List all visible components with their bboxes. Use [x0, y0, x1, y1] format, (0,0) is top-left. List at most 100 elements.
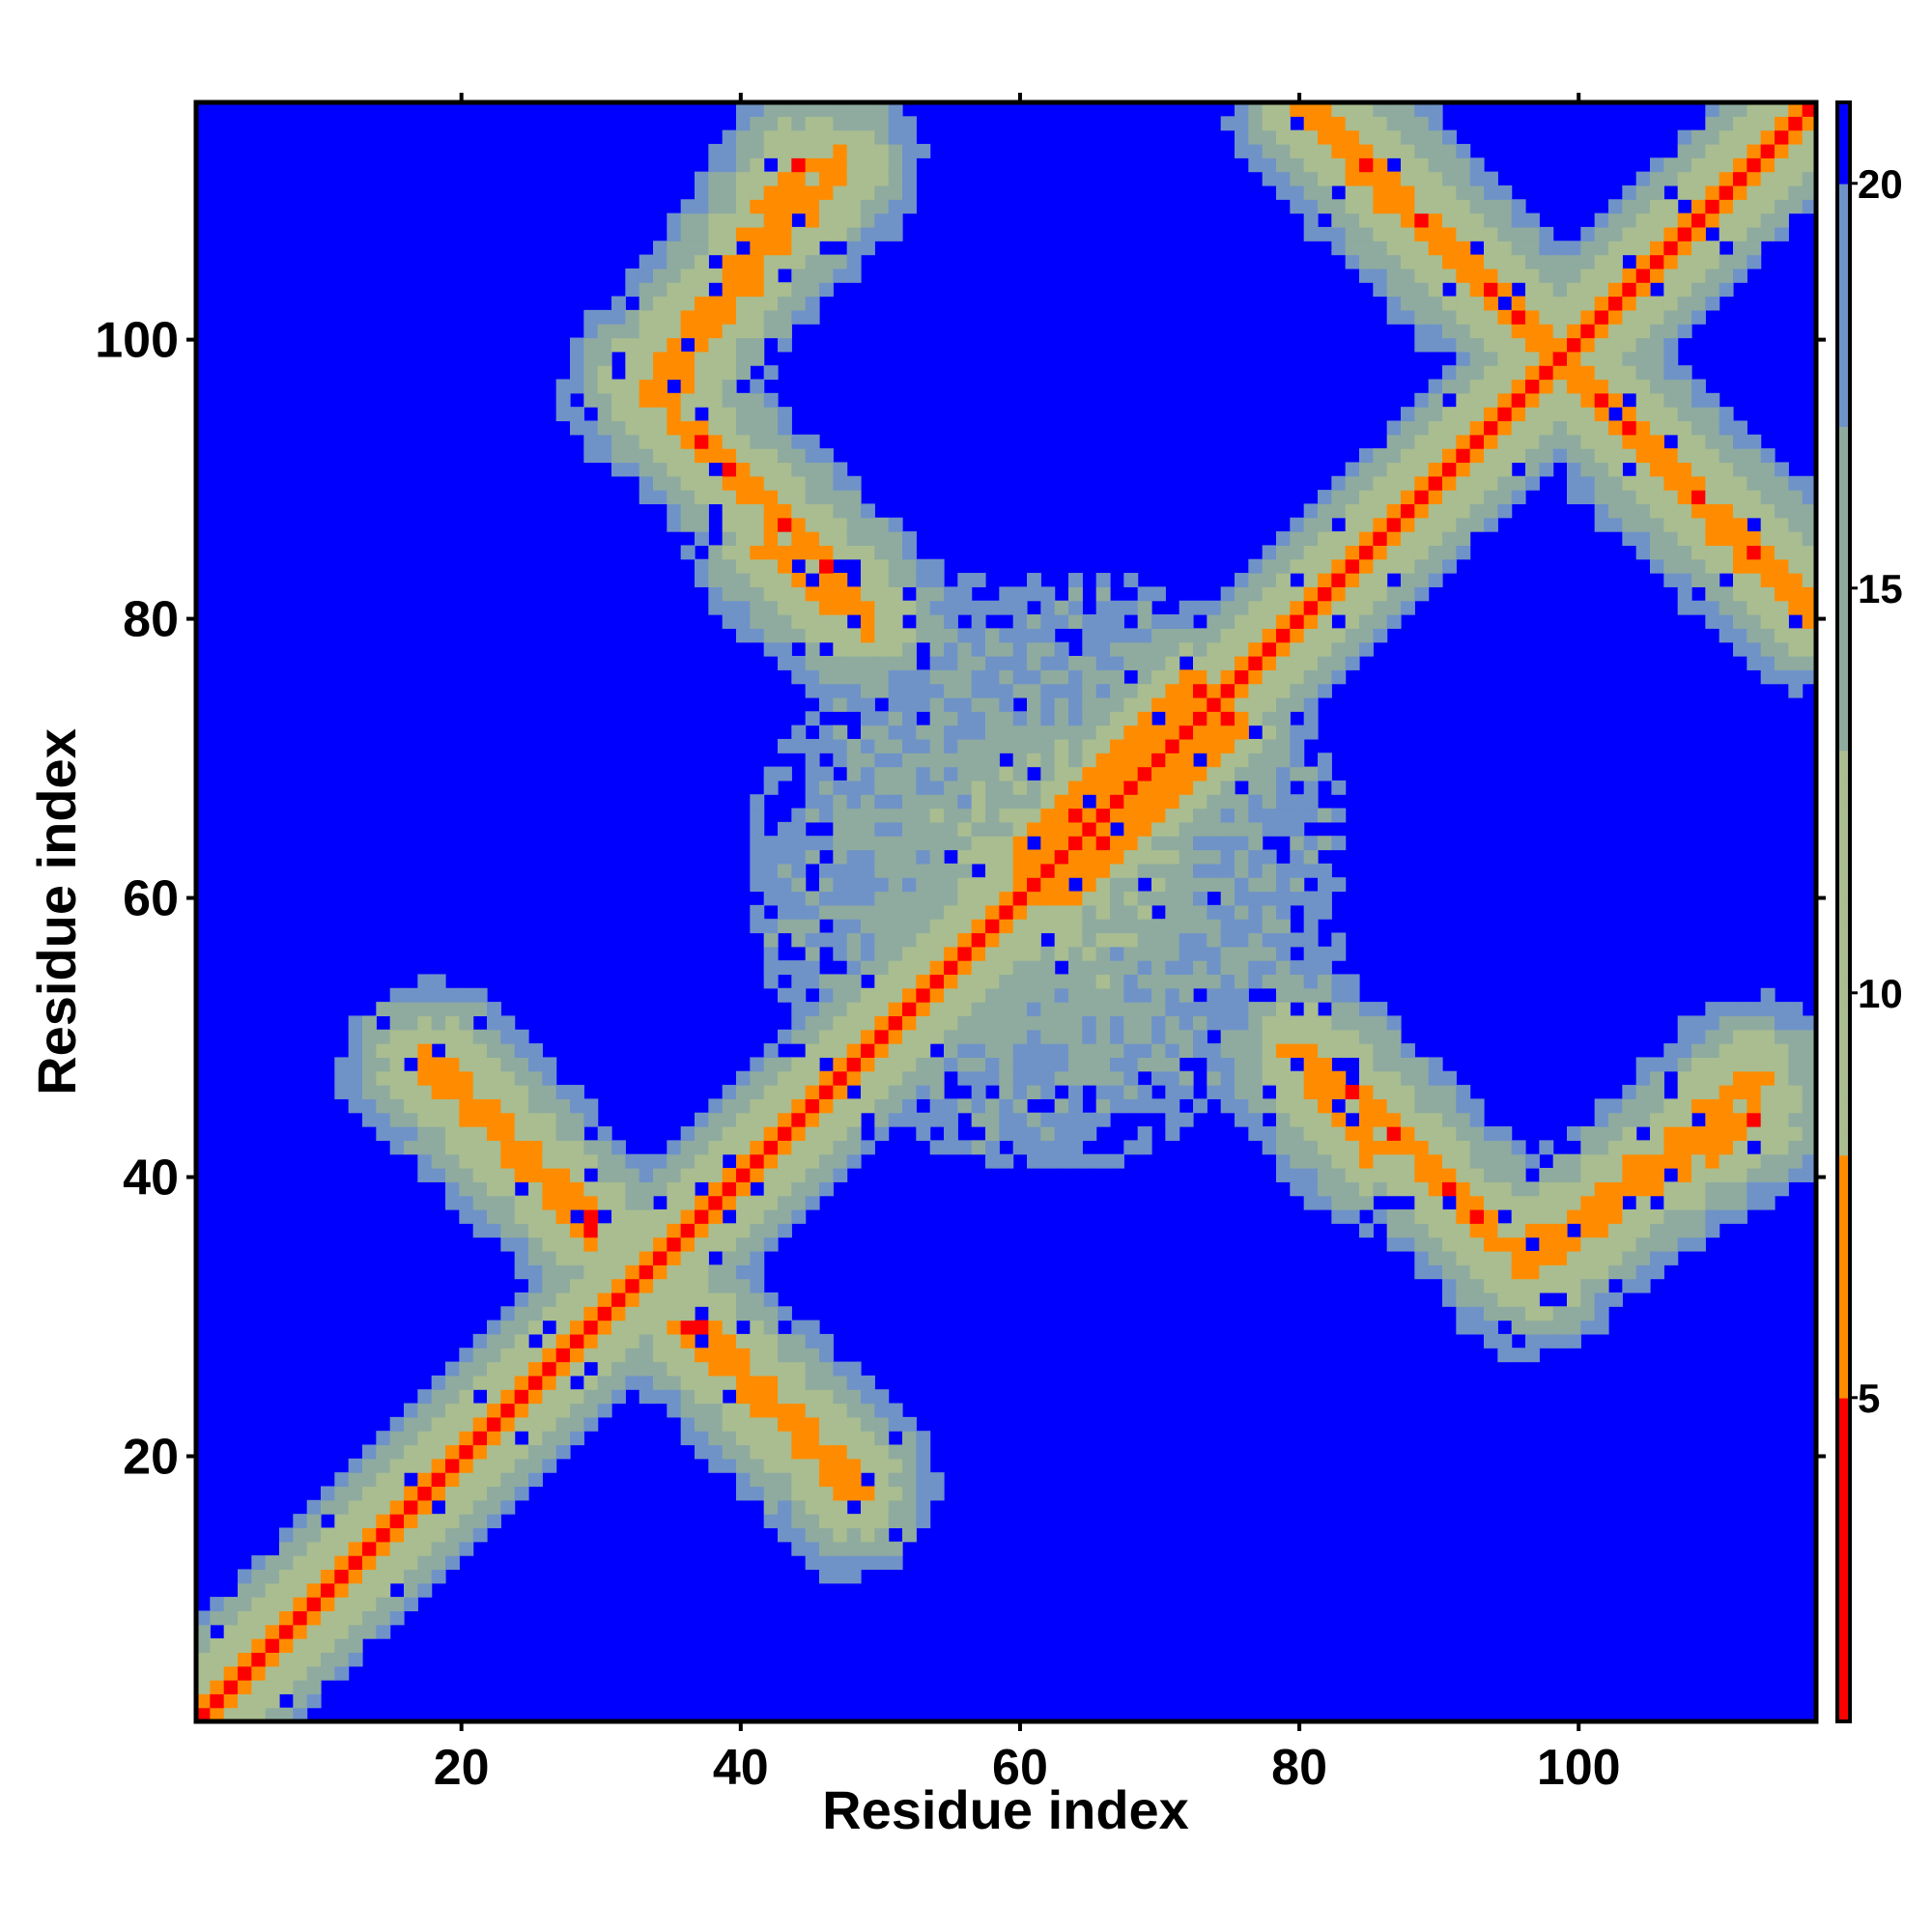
- heatmap-cell: [1484, 254, 1498, 270]
- heatmap-cell: [1469, 268, 1485, 283]
- heatmap-cell: [1705, 420, 1720, 436]
- heatmap-cell: [1068, 573, 1083, 587]
- heatmap-cell: [528, 1278, 543, 1293]
- heatmap-cell: [487, 1126, 501, 1141]
- heatmap-cell: [1123, 753, 1139, 768]
- heatmap-cell: [805, 1486, 820, 1501]
- heatmap-cell: [1442, 1098, 1457, 1114]
- heatmap-cell: [1207, 1085, 1222, 1099]
- heatmap-cell: [500, 1126, 516, 1141]
- heatmap-cell: [445, 1126, 460, 1141]
- heatmap-cell: [736, 185, 751, 200]
- heatmap-cell: [1276, 641, 1291, 657]
- heatmap-cell: [1622, 475, 1637, 491]
- heatmap-cell: [944, 821, 958, 837]
- colorbar-segment: [1837, 1141, 1850, 1156]
- heatmap-cell: [334, 1486, 350, 1501]
- heatmap-cell: [778, 503, 792, 519]
- heatmap-cell: [1635, 1112, 1651, 1127]
- heatmap-cell: [1775, 628, 1789, 643]
- heatmap-cell: [1469, 1320, 1485, 1335]
- heatmap-cell: [1428, 268, 1443, 283]
- heatmap-cell: [819, 1002, 834, 1017]
- heatmap-cell: [1650, 1223, 1664, 1238]
- heatmap-cell: [1705, 102, 1720, 117]
- heatmap-cell: [1733, 586, 1747, 602]
- heatmap-cell: [1262, 821, 1277, 837]
- heatmap-cell: [1635, 517, 1651, 532]
- heatmap-cell: [750, 1140, 765, 1155]
- heatmap-cell: [1760, 573, 1776, 587]
- heatmap-cell: [888, 129, 903, 145]
- heatmap-cell: [1580, 1223, 1596, 1238]
- heatmap-cell: [874, 143, 890, 158]
- heatmap-cell: [929, 600, 945, 615]
- heatmap-cell: [1331, 1015, 1347, 1031]
- heatmap-cell: [1788, 1085, 1804, 1099]
- heatmap-cell: [667, 1375, 682, 1390]
- heatmap-cell: [1151, 808, 1166, 823]
- heatmap-cell: [1401, 143, 1415, 158]
- heatmap-cell: [1303, 213, 1319, 228]
- heatmap-cell: [1691, 434, 1706, 449]
- heatmap-cell: [1635, 213, 1651, 228]
- heatmap-cell: [861, 102, 875, 117]
- heatmap-cell: [1151, 1029, 1166, 1044]
- heatmap-cell: [555, 1250, 571, 1265]
- heatmap-cell: [417, 1112, 433, 1127]
- heatmap-cell: [1760, 600, 1776, 615]
- heatmap-cell: [459, 1348, 474, 1363]
- heatmap-cell: [957, 600, 973, 615]
- heatmap-cell: [1733, 226, 1747, 242]
- heatmap-cell: [1179, 1015, 1194, 1031]
- heatmap-cell: [404, 1486, 418, 1501]
- heatmap-cell: [1220, 932, 1236, 948]
- heatmap-cell: [874, 1043, 890, 1059]
- heatmap-cell: [1012, 1070, 1028, 1086]
- heatmap-cell: [1401, 296, 1415, 311]
- heatmap-cell: [1401, 573, 1415, 587]
- heatmap-cell: [1484, 462, 1498, 477]
- heatmap-cell: [1193, 794, 1208, 810]
- heatmap-cell: [1705, 296, 1720, 311]
- heatmap-cell: [1414, 309, 1430, 325]
- heatmap-cell: [1318, 116, 1332, 131]
- heatmap-cell: [778, 1416, 792, 1432]
- heatmap-cell: [321, 1582, 335, 1598]
- heatmap-cell: [819, 1333, 834, 1349]
- heatmap-cell: [376, 1431, 391, 1446]
- heatmap-cell: [1677, 1181, 1692, 1197]
- heatmap-cell: [1095, 669, 1111, 685]
- heatmap-cell: [763, 1208, 779, 1224]
- heatmap-cell: [1525, 351, 1540, 366]
- heatmap-cell: [1428, 129, 1443, 145]
- heatmap-cell: [1123, 849, 1139, 865]
- heatmap-cell: [750, 1472, 765, 1488]
- heatmap-cell: [1705, 254, 1720, 270]
- heatmap-cell: [791, 462, 807, 477]
- heatmap-cell: [750, 102, 765, 117]
- heatmap-cell: [1497, 213, 1513, 228]
- heatmap-cell: [1469, 226, 1485, 242]
- heatmap-cell: [1525, 434, 1540, 449]
- heatmap-cell: [500, 1098, 516, 1114]
- heatmap-cell: [1137, 614, 1152, 629]
- heatmap-cell: [500, 1195, 516, 1210]
- heatmap-cell: [1497, 282, 1513, 298]
- heatmap-cell: [1040, 1002, 1056, 1017]
- heatmap-cell: [1635, 1278, 1651, 1293]
- colorbar-segment: [1837, 1181, 1850, 1197]
- heatmap-cell: [680, 1153, 696, 1169]
- heatmap-cell: [833, 1098, 848, 1114]
- heatmap-cell: [1456, 1153, 1471, 1169]
- heatmap-cell: [472, 1527, 488, 1543]
- heatmap-cell: [265, 1638, 280, 1653]
- heatmap-cell: [1775, 1181, 1789, 1197]
- heatmap-cell: [362, 1597, 377, 1611]
- heatmap-cell: [778, 490, 792, 505]
- heatmap-cell: [695, 392, 709, 408]
- heatmap-cell: [555, 1098, 571, 1114]
- heatmap-cell: [1622, 268, 1637, 283]
- heatmap-cell: [376, 1597, 391, 1611]
